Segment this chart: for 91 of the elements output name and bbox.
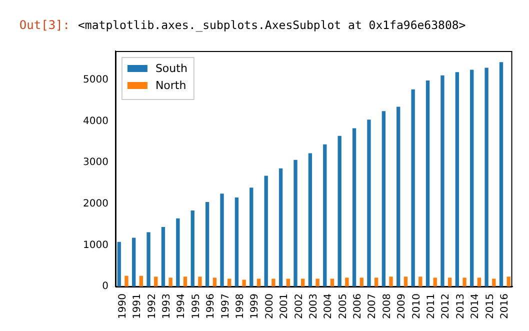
bar [278,168,283,287]
bar [462,278,466,287]
x-tick-label: 1999 [250,294,261,320]
text: Out[3]: [18,18,71,32]
bar [330,278,334,287]
bar [404,276,408,287]
x-tick-label: 2007 [367,294,378,320]
x-tick-label: 2000 [264,294,276,320]
bar [360,278,364,287]
bar [418,276,422,287]
x-tick-label: 1992 [146,294,158,320]
x-tick-label: 2015 [484,294,496,320]
x-tick-label: 2014 [470,294,482,320]
bar [470,70,474,287]
bar [242,280,246,287]
x-tick-label: 2016 [500,294,511,320]
bar [132,238,136,287]
bar [338,136,342,287]
bar [205,202,210,287]
bar [301,278,305,287]
bar [382,111,386,287]
bar [212,278,216,287]
x-tick-label: 1998 [234,294,246,320]
legend-label: South [155,62,188,75]
bar [440,75,444,287]
bar [124,276,128,287]
bar [389,276,393,287]
bar [250,188,254,287]
bar [190,210,194,287]
bar [492,278,496,287]
bar [426,80,430,287]
bar [198,276,202,287]
x-tick-label: 1994 [176,294,188,320]
x-tick-label: 1997 [220,294,232,320]
bar [396,106,400,287]
x-tick-label: 2006 [352,294,364,320]
bar [374,278,378,287]
bar [139,276,144,287]
y-tick-label: 1000 [82,240,108,251]
bar [286,278,290,287]
bar [433,278,437,287]
bar [256,278,261,287]
bar [154,276,158,287]
bar [323,144,327,287]
bar [477,278,482,287]
bar [264,176,268,287]
legend-label: North [155,78,186,92]
bar [367,120,371,287]
x-tick-label: 2010 [411,294,422,320]
x-tick-label: 2001 [279,294,290,320]
y-tick-label: 0 [102,281,108,292]
x-tick-label: 2013 [455,294,466,320]
bar [352,128,356,287]
bar [176,218,180,287]
x-tick-label: 1991 [132,294,144,320]
x-tick-label: 2004 [323,294,334,320]
x-tick-label: 2002 [294,294,305,320]
x-tick-label: 2005 [338,294,349,320]
bar [506,276,510,287]
bar [228,278,232,287]
bar [345,278,349,287]
x-tick-label: 1995 [190,294,202,320]
text: <matplotlib.axes._subplots.AxesSubplot at 0x1fa96e63808> [78,18,466,32]
bar [168,278,172,287]
bar [234,197,239,287]
x-tick-label: 2011 [426,294,438,320]
bar [308,153,312,287]
y-tick-label: 2000 [82,198,108,210]
y-tick-label: 4000 [82,116,108,127]
x-tick-label: 1996 [206,294,217,320]
bar [146,232,150,287]
bar [220,194,224,287]
bar [316,278,320,287]
bar [499,62,504,287]
x-tick-label: 2012 [440,294,452,320]
bar [448,278,452,287]
x-tick-label: 2003 [308,294,320,320]
x-tick-label: 2009 [396,294,408,320]
bar [484,68,488,287]
x-tick-label: 1990 [117,294,128,320]
bar [117,242,121,287]
bar [411,89,415,287]
bar [294,160,298,287]
bar [161,227,166,287]
bar [455,72,459,287]
y-tick-label: 3000 [82,157,108,168]
y-tick-label: 5000 [82,74,108,86]
x-tick-label: 2008 [382,294,393,320]
bar [272,278,276,287]
bar [183,276,188,287]
x-tick-label: 1993 [161,294,172,320]
